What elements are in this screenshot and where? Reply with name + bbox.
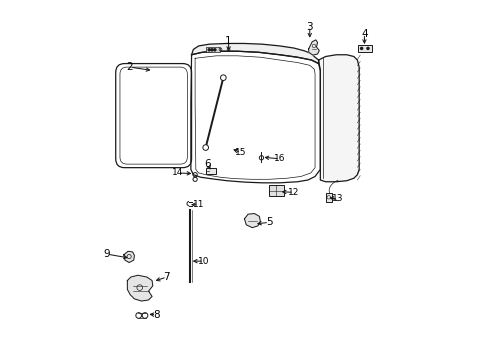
Bar [205, 168, 216, 174]
Text: 2: 2 [126, 62, 133, 72]
Polygon shape [244, 213, 260, 228]
Text: 16: 16 [273, 154, 285, 163]
Text: 13: 13 [331, 194, 343, 203]
Text: 14: 14 [171, 168, 183, 177]
Circle shape [210, 49, 213, 51]
Bar [357, 45, 371, 52]
Text: 11: 11 [192, 200, 204, 209]
Text: 8: 8 [153, 310, 159, 320]
Circle shape [203, 145, 208, 150]
Text: 1: 1 [225, 36, 231, 46]
Polygon shape [318, 55, 358, 182]
Circle shape [366, 47, 369, 50]
Polygon shape [123, 251, 134, 262]
Text: 4: 4 [361, 28, 367, 39]
Circle shape [213, 49, 216, 51]
Polygon shape [308, 40, 319, 55]
Text: 9: 9 [103, 249, 110, 259]
Text: 10: 10 [198, 257, 209, 266]
Circle shape [359, 47, 363, 50]
Text: 6: 6 [203, 159, 210, 169]
Bar [325, 193, 331, 202]
Text: 3: 3 [306, 22, 312, 32]
Circle shape [208, 49, 210, 51]
Bar [205, 47, 219, 52]
Circle shape [220, 75, 225, 81]
Text: 5: 5 [265, 217, 272, 227]
Text: 7: 7 [163, 272, 170, 282]
Text: 12: 12 [287, 188, 299, 197]
Polygon shape [127, 275, 152, 301]
Bar [269, 185, 284, 196]
Polygon shape [191, 44, 318, 64]
Text: 15: 15 [235, 148, 246, 157]
